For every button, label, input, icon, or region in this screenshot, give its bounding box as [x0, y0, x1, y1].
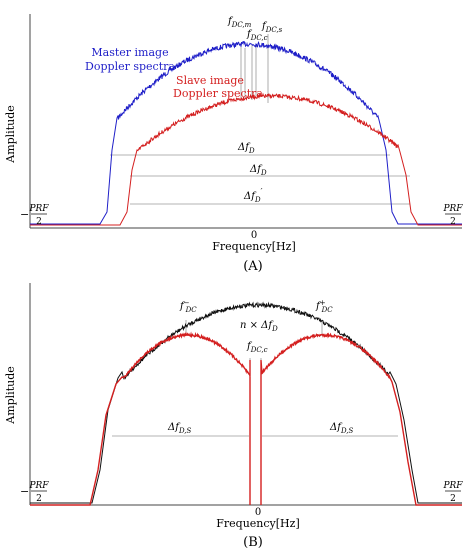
- master-label-line2: Doppler spectra: [85, 60, 175, 73]
- panel-b-x-zero: 0: [255, 507, 261, 518]
- sub-spectrum-right: [260, 332, 462, 506]
- panel-a-prf-left: − PRF 2: [20, 204, 49, 227]
- panel-a-guides: [110, 34, 410, 205]
- delta-fd-label-2: ΔfD: [249, 164, 267, 177]
- svg-text:−: −: [20, 485, 29, 498]
- slave-label-line2: Doppler spectra: [173, 87, 263, 100]
- svg-text:PRF: PRF: [442, 204, 463, 214]
- fdc-s-label: fDC,s: [261, 21, 283, 34]
- svg-text:2: 2: [36, 494, 42, 504]
- delta-fds-left-label: ΔfD,S: [167, 422, 192, 435]
- panel-a: Amplitude Master image Doppler spectra S…: [4, 14, 463, 274]
- delta-fd-prime-label: ΔfD′: [243, 187, 263, 204]
- svg-text:−: −: [20, 208, 29, 221]
- svg-text:PRF: PRF: [28, 481, 49, 491]
- panel-b-prf-right: PRF 2: [442, 481, 463, 504]
- svg-text:2: 2: [36, 217, 42, 227]
- slave-doppler-spectrum: [30, 92, 462, 226]
- panel-a-x-zero: 0: [251, 230, 257, 241]
- fdc-c-label: fDC,c: [246, 29, 268, 42]
- fdc-minus-label: f− DC: [179, 299, 197, 314]
- slave-label-line1: Slave image: [176, 74, 244, 87]
- panel-b-ylabel: Amplitude: [4, 366, 17, 425]
- panel-b: Amplitude f− DC f+ DC n × ΔfD fDC,c ΔfD,S …: [4, 283, 463, 550]
- fdc-plus-label: f+ DC: [315, 299, 333, 314]
- combined-doppler-spectrum: [30, 301, 462, 504]
- master-doppler-spectrum: [30, 40, 462, 225]
- panel-a-ylabel: Amplitude: [4, 105, 17, 164]
- panel-a-xlabel: Frequency[Hz]: [212, 240, 295, 253]
- n-times-delta-fd-label: n × ΔfD: [240, 320, 278, 333]
- panel-b-xlabel: Frequency[Hz]: [216, 517, 299, 530]
- svg-text:PRF: PRF: [442, 481, 463, 491]
- master-label-line1: Master image: [91, 46, 168, 59]
- delta-fds-right-label: ΔfD,S: [329, 422, 354, 435]
- panel-b-caption: (B): [243, 535, 263, 550]
- delta-fd-label-1: ΔfD: [237, 142, 255, 155]
- svg-text:PRF: PRF: [28, 204, 49, 214]
- panel-a-caption: (A): [243, 259, 263, 274]
- svg-text:2: 2: [450, 217, 456, 227]
- sub-spectrum-left: [30, 331, 251, 506]
- fdc-c-label-b: fDC,c: [246, 341, 268, 354]
- fdc-m-label: fDC,m: [227, 16, 252, 29]
- panel-a-prf-right: PRF 2: [442, 204, 463, 227]
- svg-text:2: 2: [450, 494, 456, 504]
- panel-b-prf-left: − PRF 2: [20, 481, 49, 504]
